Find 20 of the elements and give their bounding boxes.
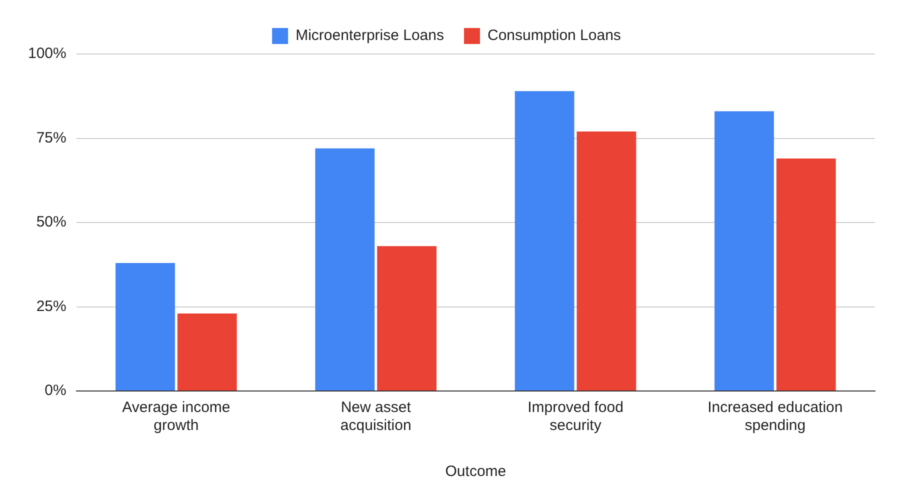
x-tick-label: Increased education spending [708, 399, 843, 434]
bar [514, 91, 574, 390]
x-tick-label: New asset acquisition [340, 399, 412, 434]
y-tick-label: 50% [36, 214, 66, 231]
bar [177, 313, 237, 390]
bar [714, 111, 774, 390]
bar [315, 148, 375, 390]
legend-label: Consumption Loans [487, 27, 621, 44]
legend-label: Microenterprise Loans [296, 27, 444, 44]
bar [116, 262, 175, 390]
y-tick-label: 0% [44, 382, 66, 400]
bar [776, 158, 836, 390]
y-tick-label: 25% [36, 298, 66, 315]
bar [377, 246, 437, 390]
bar [576, 132, 636, 390]
x-tick-label: Improved food security [528, 399, 624, 434]
y-tick-label: 75% [36, 129, 66, 146]
x-axis-title: Outcome [445, 463, 506, 480]
x-tick-label: Average income growth [122, 399, 230, 434]
y-tick-label: 100% [28, 45, 66, 62]
